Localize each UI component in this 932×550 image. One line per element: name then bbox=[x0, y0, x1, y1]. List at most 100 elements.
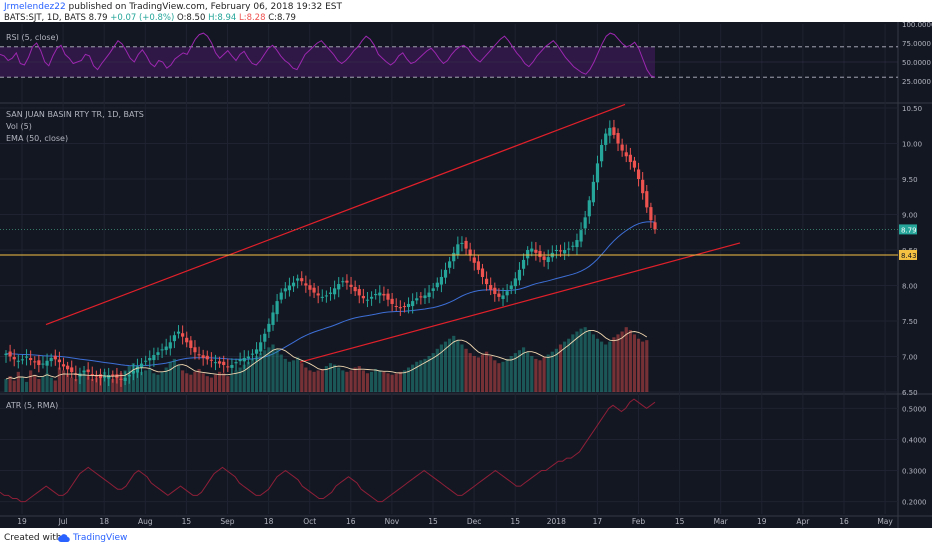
volume-bar bbox=[419, 360, 423, 392]
candle-body bbox=[378, 292, 382, 296]
volume-bar bbox=[254, 356, 259, 392]
candle-body bbox=[135, 366, 140, 373]
candle-body bbox=[254, 349, 259, 354]
candle-body bbox=[390, 298, 394, 304]
candle-body bbox=[558, 250, 563, 252]
volume-bar bbox=[148, 368, 152, 392]
volume-bar bbox=[238, 367, 242, 392]
volume-bar bbox=[259, 353, 263, 392]
candle-body bbox=[283, 288, 287, 292]
candle-body bbox=[123, 377, 127, 381]
volume-bar bbox=[296, 357, 300, 392]
candle-body bbox=[538, 250, 542, 258]
candle-body bbox=[365, 299, 370, 301]
tradingview-brand[interactable]: TradingView bbox=[73, 533, 128, 543]
candle-body bbox=[542, 256, 546, 260]
candle-body bbox=[369, 296, 374, 299]
volume-bar bbox=[620, 331, 624, 392]
volume-bar bbox=[70, 377, 74, 392]
price-y-tick: 9.50 bbox=[902, 176, 918, 184]
volume-bar bbox=[554, 348, 559, 392]
volume-bar bbox=[107, 377, 111, 392]
candle-body bbox=[353, 286, 357, 292]
volume-bar bbox=[353, 367, 357, 392]
x-tick-label: 19 bbox=[757, 517, 767, 526]
candle-body bbox=[546, 257, 550, 263]
candle-body bbox=[328, 292, 333, 294]
candle-body bbox=[501, 295, 505, 299]
volume-bar bbox=[300, 363, 304, 392]
atr-y-tick: 0.3000 bbox=[902, 468, 927, 476]
volume-bar bbox=[361, 370, 365, 392]
price-pane bbox=[0, 103, 898, 387]
author-link[interactable]: Jrmelendez22 bbox=[4, 2, 66, 12]
candle-body bbox=[209, 359, 213, 361]
volume-bar bbox=[16, 371, 20, 392]
support-price-tag bbox=[899, 249, 917, 260]
candle-body bbox=[600, 144, 604, 162]
volume-bar bbox=[20, 377, 25, 392]
volume-bar bbox=[102, 371, 107, 392]
volume-bar bbox=[398, 371, 402, 392]
volume-bar bbox=[509, 356, 513, 392]
candle-body bbox=[176, 331, 181, 334]
candle-body bbox=[345, 280, 349, 283]
volume-bar bbox=[37, 379, 41, 392]
price-change: +0.07 (+0.8%) bbox=[110, 13, 175, 23]
volume-bar bbox=[144, 370, 148, 392]
volume-bar bbox=[324, 366, 328, 392]
footer-bar: Created with TradingView bbox=[0, 528, 932, 550]
volume-bar bbox=[176, 364, 181, 392]
candle-body bbox=[29, 357, 33, 361]
candle-body bbox=[587, 200, 591, 217]
candle-body bbox=[168, 342, 172, 349]
candle-body bbox=[415, 298, 419, 301]
candle-body bbox=[456, 244, 460, 255]
candle-body bbox=[526, 250, 530, 259]
volume-bar bbox=[4, 379, 8, 392]
volume-bar bbox=[152, 373, 156, 392]
candle-body bbox=[484, 278, 489, 285]
atr-line bbox=[0, 398, 656, 503]
candle-body bbox=[24, 356, 29, 358]
high-value: H:8.94 bbox=[208, 13, 237, 23]
candle-body bbox=[357, 289, 361, 296]
candle-body bbox=[402, 306, 407, 308]
candle-body bbox=[86, 369, 90, 373]
volume-bar bbox=[624, 327, 628, 392]
x-tick-label: 15 bbox=[675, 517, 685, 526]
volume-bar bbox=[464, 348, 468, 392]
candle-body bbox=[333, 288, 337, 295]
volume-bar bbox=[82, 370, 86, 392]
volume-bar bbox=[645, 340, 649, 392]
chart-canvas[interactable]: 19 Jul 18 Aug 15 Sep 18 Oct 16 Nov 15 Dec 15 2018 17 Fe… bbox=[0, 0, 932, 528]
candle-body bbox=[530, 248, 534, 252]
volume-bar bbox=[304, 367, 308, 392]
volume-bar bbox=[534, 358, 538, 392]
symbol-label: BATS:SJT, 1D, BATS bbox=[4, 13, 86, 23]
volume-bar bbox=[558, 344, 563, 392]
candle-body bbox=[431, 288, 435, 291]
volume-bar bbox=[333, 364, 337, 392]
candle-body bbox=[612, 127, 616, 135]
volume-bar bbox=[279, 354, 283, 392]
candle-body bbox=[4, 353, 8, 356]
volume-bar bbox=[641, 341, 645, 392]
volume-bar bbox=[632, 334, 637, 392]
candle-body bbox=[250, 353, 255, 355]
candle-body bbox=[131, 370, 135, 374]
volume-ma-line bbox=[5, 329, 648, 380]
volume-bar bbox=[127, 366, 131, 392]
volume-bar bbox=[443, 341, 448, 392]
candle-body bbox=[144, 360, 148, 362]
candle-body bbox=[636, 169, 641, 179]
volume-bar bbox=[139, 371, 144, 392]
candle-body bbox=[296, 278, 300, 281]
candle-body bbox=[583, 217, 587, 229]
volume-bar bbox=[493, 360, 497, 392]
candle-body bbox=[337, 284, 341, 290]
publication-line: Jrmelendez22 published on TradingView.co… bbox=[4, 2, 342, 12]
candle-body bbox=[111, 374, 115, 377]
volume-bar bbox=[423, 358, 427, 392]
candle-body bbox=[226, 366, 230, 368]
